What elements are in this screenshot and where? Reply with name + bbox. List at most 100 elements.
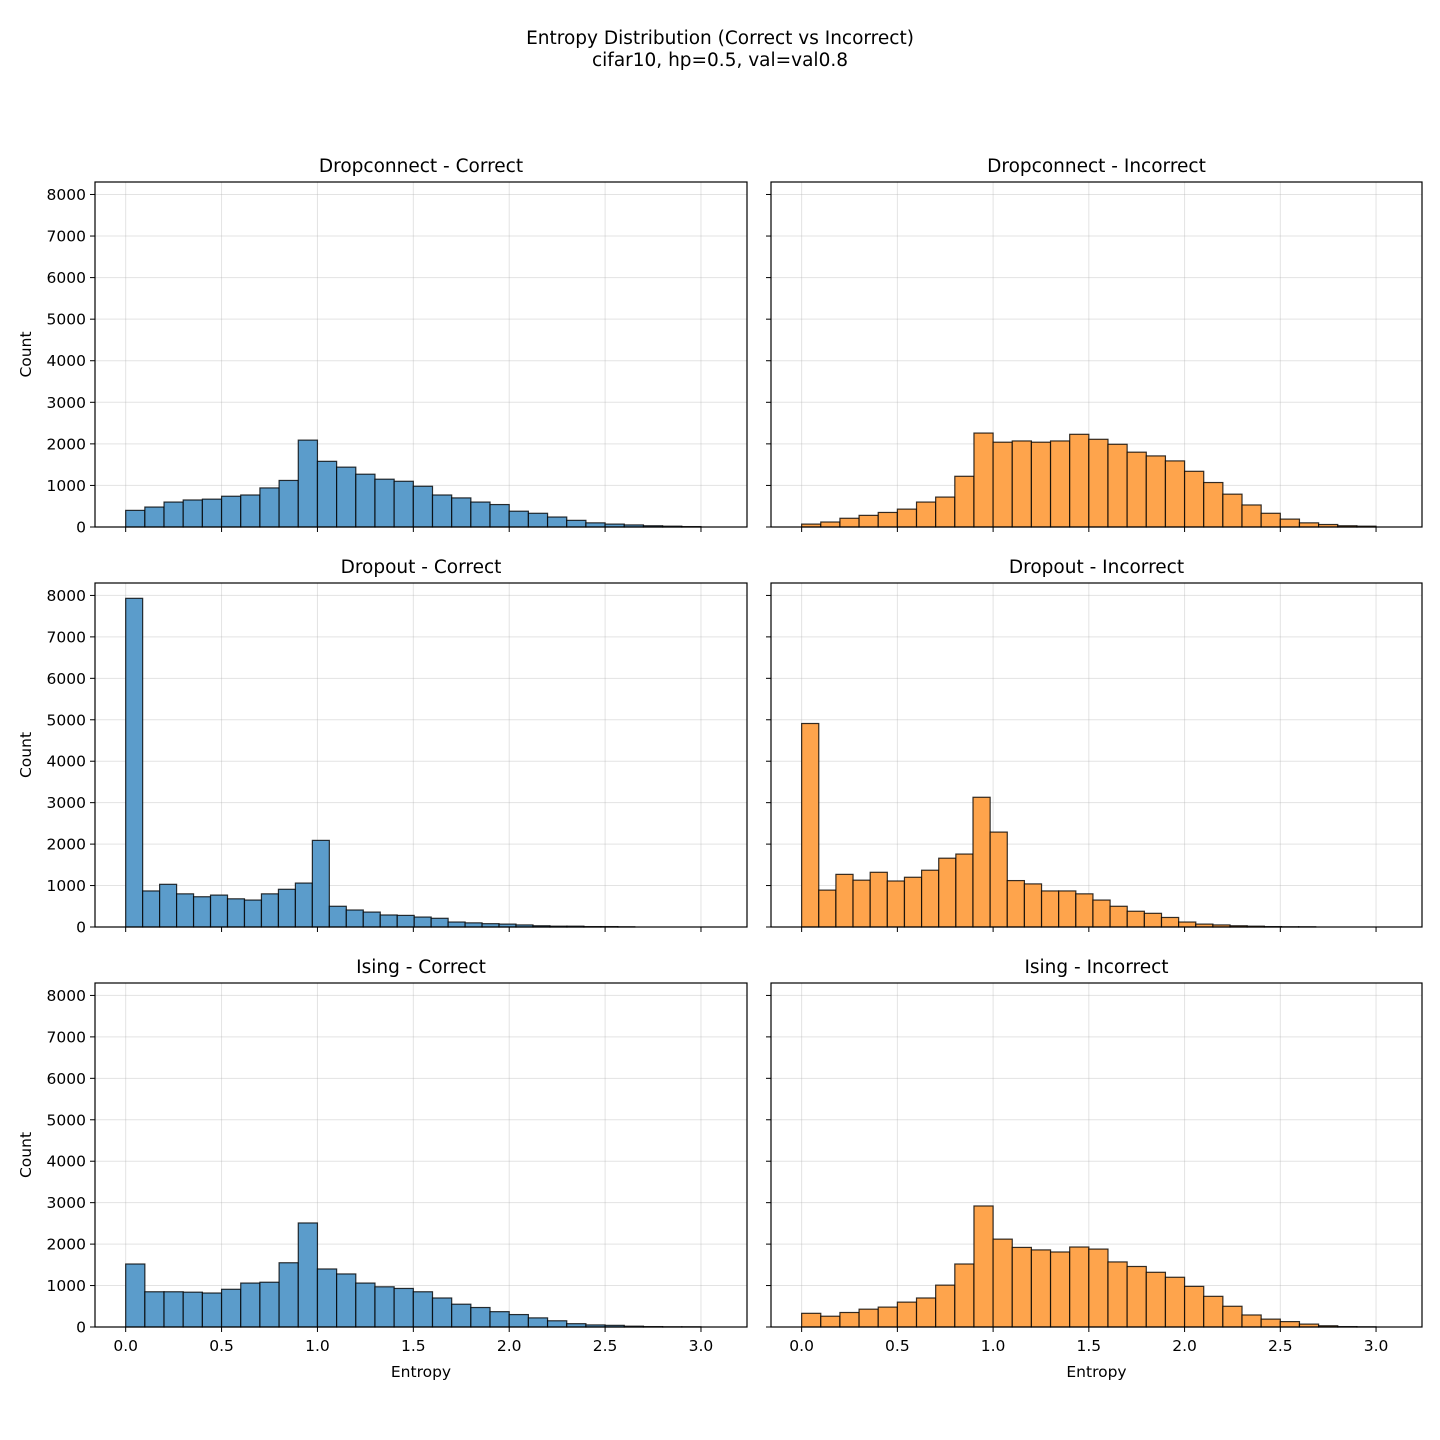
histogram-bar [1160,916,1180,928]
histogram-bar [1126,1265,1147,1328]
y-tick-label: 8000 [47,186,86,204]
x-tick-label: 3.0 [689,1337,714,1355]
histogram-bar [278,1262,299,1328]
subplot-5: 0.0 0.5 1.0 1.5 2.0 2.5 3.0 0 1000 2000 3000 4000 50… [17,957,748,1381]
histogram-bar [159,883,178,928]
histogram-bar [1088,438,1109,528]
histogram-bar [1107,443,1128,528]
axes-frame [770,982,1423,1328]
axes-frame [94,582,748,928]
y-tick-label: 2000 [47,435,86,453]
histogram-bar [311,839,330,928]
histogram-bar [201,1292,223,1328]
histogram-bar [835,873,854,928]
x-tick-label: 0.0 [113,1337,138,1355]
histogram-bar [1178,921,1197,928]
histogram-bar [297,1222,319,1328]
histogram-bar [546,1320,568,1328]
y-tick-label: 0 [76,919,86,937]
histogram-bar [1107,1261,1128,1328]
subplot-title: Dropconnect - Incorrect [987,156,1206,177]
x-tick-label: 1.5 [401,1337,426,1355]
histogram-bar [989,831,1008,928]
histogram-bar [935,496,956,528]
y-tick-label: 0 [76,1319,86,1337]
histogram-bar [1030,1249,1052,1328]
histogram-bar [144,506,165,528]
histogram-bar [877,1306,898,1328]
histogram-bar [585,522,606,528]
histogram-bar [1279,518,1301,528]
subplot-1: 0 1000 2000 3000 4000 5000 6000 7000 8000 Dropcon… [17,156,748,537]
histogram-bar [1069,1246,1090,1328]
histogram-bar [182,1291,203,1328]
histogram-bar [413,916,432,928]
x-tick-label: 1.0 [305,1337,330,1355]
histogram-bar [972,796,991,928]
histogram-bar [393,480,414,528]
histogram-bar [362,911,381,928]
y-tick-label: 4000 [47,1153,86,1171]
histogram-bar [1222,1305,1243,1328]
histogram-bar [920,869,940,928]
histogram-bar [546,516,568,528]
histogram-bar [175,893,195,928]
x-axis-label: Entropy [391,1363,451,1381]
axes-frame [770,181,1423,528]
histogram-bar [1241,504,1262,528]
y-tick-label: 0 [76,519,86,537]
histogram-bar [451,1303,472,1328]
histogram-bar [858,1308,879,1328]
x-tick-label: 3.0 [1364,1337,1389,1355]
histogram-bar [1006,879,1026,928]
histogram-bar [1011,440,1032,528]
histogram-bar [1260,1318,1281,1328]
subplot-6: 0.0 0.5 1.0 1.5 2.0 2.5 3.0 Ising - Incorrect En… [766,957,1423,1381]
histogram-bar [1049,440,1071,528]
histogram-bar [393,1287,414,1328]
histogram-bar [1298,522,1320,528]
histogram-bar [374,1286,395,1328]
histogram-bar [489,1311,510,1328]
histogram-bar [431,1297,453,1328]
y-tick-label: 3000 [47,394,86,412]
histogram-bar [1203,481,1224,528]
histogram-bar [294,882,313,928]
y-tick-label: 8000 [47,587,86,605]
suptitle-line2: cifar10, hp=0.5, val=val0.8 [592,50,848,71]
y-tick-label: 1000 [47,1277,86,1295]
y-tick-label: 7000 [47,228,86,246]
subplot-4: Dropout - Incorrect [766,557,1423,932]
histogram-bar [839,517,860,528]
histogram-bar [278,479,299,528]
histogram-bar [1222,493,1243,528]
y-tick-label: 7000 [47,628,86,646]
y-axis-label: Count [17,331,35,377]
subplot-title: Ising - Incorrect [1024,957,1168,978]
x-tick-label: 2.0 [1172,1337,1197,1355]
histogram-bar [1279,1321,1301,1328]
histogram-bar [801,722,820,928]
x-tick-label: 0.5 [885,1337,910,1355]
histogram-bar [447,921,466,928]
histogram-bar [209,894,229,928]
subplot-title: Dropout - Correct [341,557,502,578]
histogram-bar [869,871,888,928]
histogram-bar [992,441,1013,528]
histogram-bar [142,890,161,928]
histogram-bar [355,473,376,528]
histogram-bar [935,1284,956,1328]
histogram-bar [527,512,549,528]
histogram-bar [973,1205,994,1328]
y-tick-label: 3000 [47,794,86,812]
y-tick-label: 2000 [47,1236,86,1254]
y-tick-label: 4000 [47,352,86,370]
histogram-bar [915,501,937,528]
x-tick-label: 1.0 [981,1337,1006,1355]
histogram-bar [328,905,347,928]
histogram-bar [1109,905,1128,928]
histogram-bar [297,439,319,528]
histogram-bar [801,1312,822,1328]
histogram-bar [144,1291,165,1328]
y-tick-label: 1000 [47,877,86,895]
